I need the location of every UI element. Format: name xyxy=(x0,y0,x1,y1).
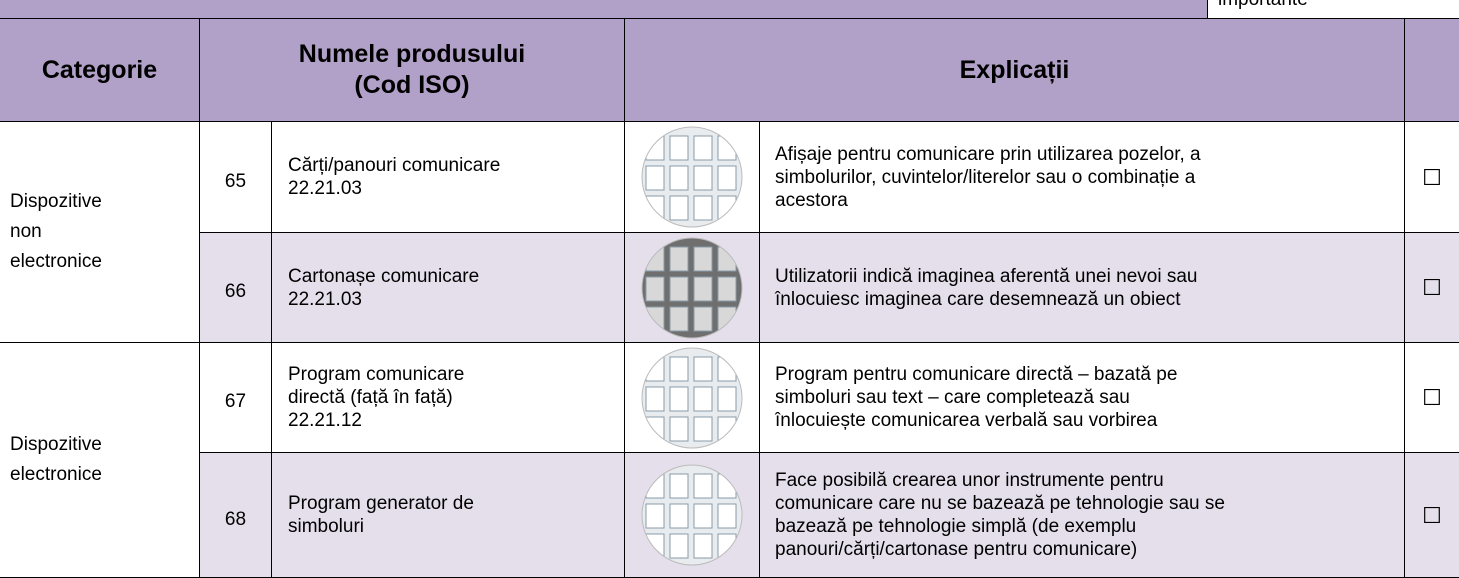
item-number: 66 xyxy=(200,233,272,343)
name-line: simboluri xyxy=(288,516,365,537)
category-line: electronice xyxy=(10,251,102,272)
item-explanation: Afișaje pentru comunicare prin utilizare… xyxy=(760,122,1405,233)
item-photo xyxy=(641,347,743,449)
header-product: Numele produsului (Cod ISO) xyxy=(200,19,625,122)
header-text: Categorie xyxy=(41,55,158,84)
explanation-line: Utilizatorii indică imaginea aferentă un… xyxy=(775,265,1198,287)
item-explanation: Utilizatorii indică imaginea aferentă un… xyxy=(760,233,1405,343)
name-line: Program comunicare xyxy=(288,364,465,385)
header-category: Categorie xyxy=(0,19,200,122)
top-note-box: importante xyxy=(1207,0,1459,19)
item-explanation: Program pentru comunicare directă – baza… xyxy=(760,343,1405,453)
explanation-line: Face posibilă crearea unor instrumente p… xyxy=(775,470,1164,491)
item-image xyxy=(625,343,760,453)
item-image xyxy=(625,453,760,578)
name-line: Cartonașe comunicare xyxy=(288,265,480,287)
number: 65 xyxy=(224,170,247,192)
item-checkbox: ☐ xyxy=(1405,233,1459,343)
header-explanation: Explicații xyxy=(625,19,1405,122)
checkbox: ☐ xyxy=(1422,275,1442,300)
category-line: electronice xyxy=(10,464,102,485)
header-text: (Cod ISO) xyxy=(354,71,470,99)
item-name: Cartonașe comunicare 22.21.03 xyxy=(272,233,625,343)
explanation-line: simbolurilor, cuvintelor/literelor sau o… xyxy=(775,166,1196,188)
explanation-line: acestora xyxy=(775,189,848,211)
item-explanation: Face posibilă crearea unor instrumente p… xyxy=(760,453,1405,578)
item-photo xyxy=(641,126,743,228)
item-name: Cărți/panouri comunicare 22.21.03 xyxy=(272,122,625,233)
item-photo xyxy=(641,464,743,566)
category-line: Dispozitive xyxy=(10,434,102,455)
item-image xyxy=(625,233,760,343)
item-checkbox: ☐ xyxy=(1405,122,1459,233)
item-number: 65 xyxy=(200,122,272,233)
category: Dispozitive non electronice xyxy=(0,122,200,343)
category: Dispozitive electronice xyxy=(0,343,200,578)
number: 66 xyxy=(224,281,247,302)
explanation-line: înlocuiesc imaginea care desemnează un o… xyxy=(775,288,1181,310)
top-note: importante xyxy=(1218,0,1308,11)
explanation-line: comunicare care nu se bazează pe tehnolo… xyxy=(775,493,1225,514)
item-checkbox: ☐ xyxy=(1405,453,1459,578)
item-name: Program generator de simboluri xyxy=(272,453,625,578)
explanation-line: Afișaje pentru comunicare prin utilizare… xyxy=(775,143,1201,165)
name-line: 22.21.03 xyxy=(288,288,362,310)
name-line: directă (față în față) xyxy=(288,387,453,408)
header-text: Numele produsului xyxy=(298,40,526,68)
item-photo xyxy=(641,237,743,339)
explanation-line: bazează pe tehnologie simplă (de exemplu xyxy=(775,516,1137,537)
checkbox: ☐ xyxy=(1422,502,1442,528)
explanation-line: simboluri sau text – care completează sa… xyxy=(775,387,1130,408)
item-number: 67 xyxy=(200,343,272,453)
item-number: 68 xyxy=(200,453,272,578)
checkbox: ☐ xyxy=(1422,385,1442,410)
number: 67 xyxy=(224,391,247,412)
top-bar xyxy=(0,0,1459,19)
name-line: 22.21.03 xyxy=(288,178,362,199)
explanation-line: panouri/cărți/cartonase pentru comunicar… xyxy=(775,539,1138,560)
item-name: Program comunicare directă (față în față)… xyxy=(272,343,625,453)
item-image xyxy=(625,122,760,233)
name-line: Program generator de xyxy=(288,493,474,514)
category-line: Dispozitive xyxy=(10,191,102,212)
header-text: Explicații xyxy=(959,55,1070,84)
item-checkbox: ☐ xyxy=(1405,343,1459,453)
explanation-line: Program pentru comunicare directă – baza… xyxy=(775,364,1178,385)
name-line: Cărți/panouri comunicare xyxy=(288,155,501,176)
number: 68 xyxy=(224,508,247,530)
header-empty xyxy=(1405,19,1459,122)
name-line: 22.21.12 xyxy=(288,410,362,431)
explanation-line: înlocuiește comunicarea verbală sau vorb… xyxy=(775,410,1158,431)
checkbox: ☐ xyxy=(1422,164,1442,190)
category-line: non xyxy=(10,221,42,242)
